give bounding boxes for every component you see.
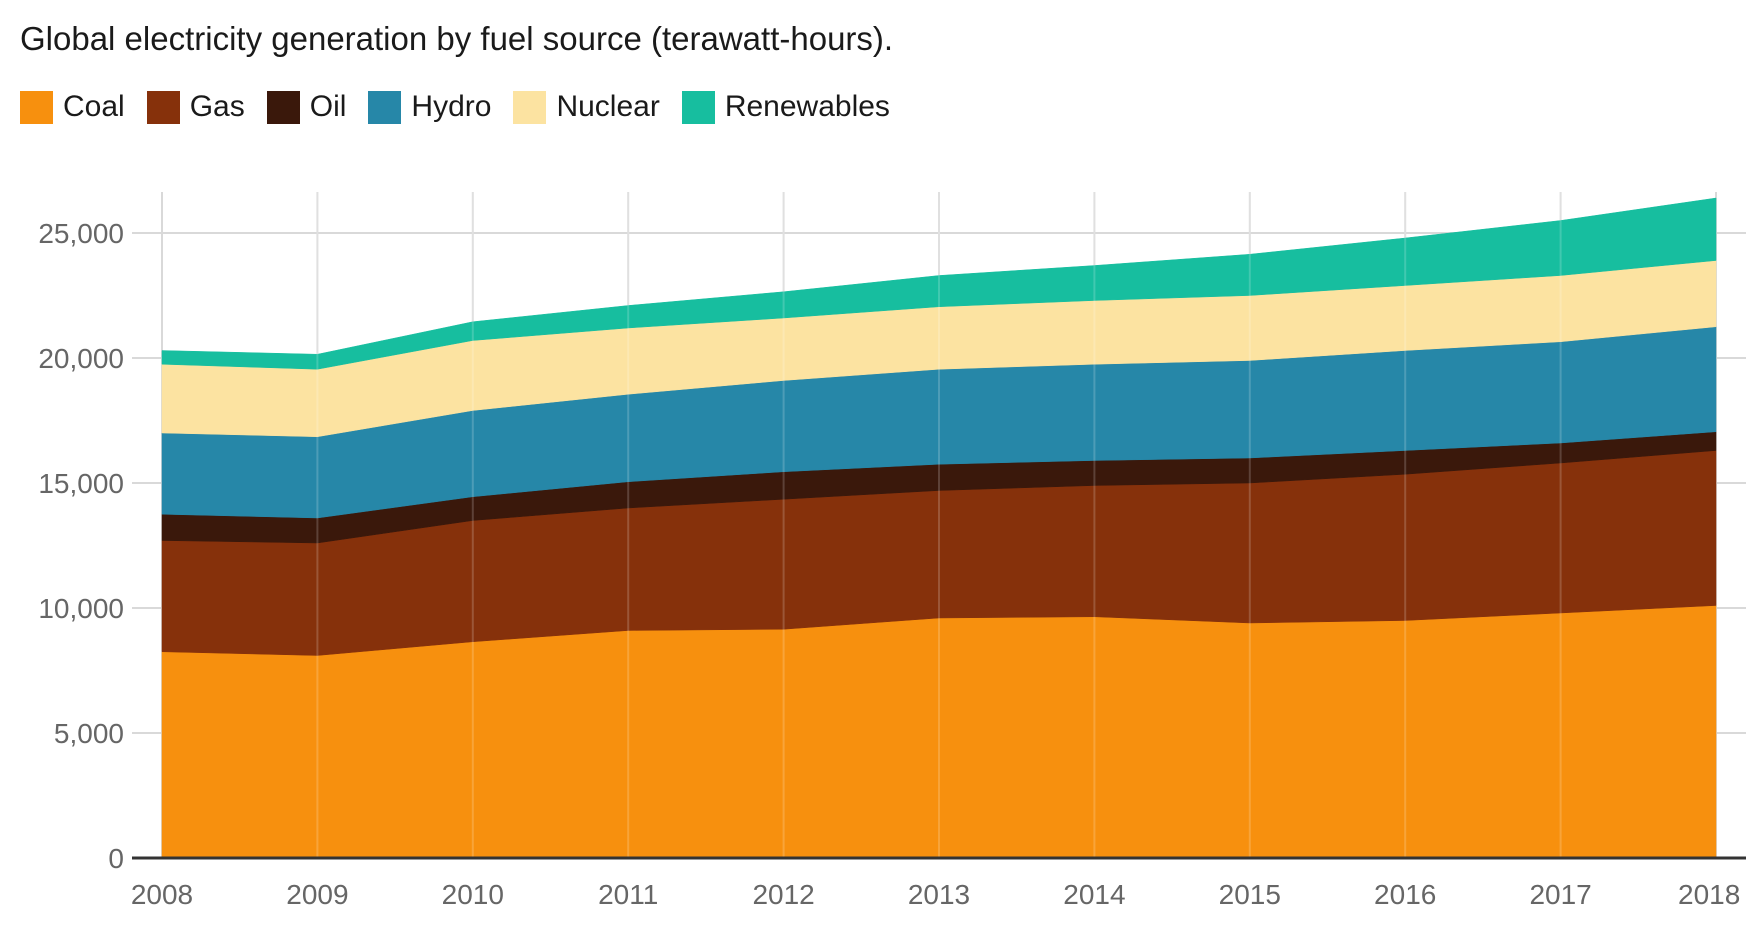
legend-swatch-oil <box>266 90 300 124</box>
legend-item-coal: Coal <box>20 90 125 124</box>
legend-label-renewables: Renewables <box>724 90 890 123</box>
legend-item-oil: Oil <box>266 90 347 124</box>
x-tick-label-2018: 2018 <box>1678 879 1740 910</box>
legend-swatch-renewables <box>681 90 715 124</box>
legend-label-oil: Oil <box>309 90 347 123</box>
x-tick-label-2014: 2014 <box>1063 879 1125 910</box>
legend-label-hydro: Hydro <box>411 90 492 123</box>
x-tick-label-2015: 2015 <box>1219 879 1281 910</box>
legend-swatch-gas <box>146 90 180 124</box>
legend-item-hydro: Hydro <box>368 90 491 124</box>
stacked-areas <box>161 197 1717 859</box>
y-tick-label-15000: 15,000 <box>38 468 124 499</box>
y-tick-label-25000: 25,000 <box>38 218 124 249</box>
grid-overlay <box>316 192 1562 858</box>
y-tick-label-0: 0 <box>108 843 124 874</box>
y-tick-label-20000: 20,000 <box>38 343 124 374</box>
x-tick-label-2017: 2017 <box>1529 879 1591 910</box>
area-renewables <box>161 197 1717 370</box>
legend-label-nuclear: Nuclear <box>556 90 660 123</box>
x-tick-label-2009: 2009 <box>286 879 348 910</box>
legend: Coal Gas Oil Hydro Nuclear Renewables <box>20 90 912 124</box>
legend-label-gas: Gas <box>189 90 245 123</box>
y-tick-label-10000: 10,000 <box>38 593 124 624</box>
x-tick-label-2008: 2008 <box>131 879 193 910</box>
y-tick-label-5000: 5,000 <box>54 718 124 749</box>
legend-item-renewables: Renewables <box>681 90 890 124</box>
x-axis-labels: 2008 2009 2010 2011 2012 2013 2014 2015 2016 2017… <box>131 879 1740 910</box>
legend-swatch-nuclear <box>513 90 547 124</box>
legend-label-coal: Coal <box>63 90 125 123</box>
legend-item-nuclear: Nuclear <box>513 90 660 124</box>
x-tick-label-2013: 2013 <box>908 879 970 910</box>
x-tick-label-2016: 2016 <box>1374 879 1436 910</box>
chart-title: Global electricity generation by fuel so… <box>20 20 894 57</box>
legend-item-gas: Gas <box>146 90 245 124</box>
x-tick-label-2012: 2012 <box>752 879 814 910</box>
legend-swatch-hydro <box>368 90 402 124</box>
legend-swatch-coal <box>20 90 53 124</box>
y-axis-labels: 0 5,000 10,000 15,000 20,000 25,000 <box>38 218 124 874</box>
x-tick-label-2011: 2011 <box>598 879 658 910</box>
x-tick-label-2010: 2010 <box>442 879 504 910</box>
